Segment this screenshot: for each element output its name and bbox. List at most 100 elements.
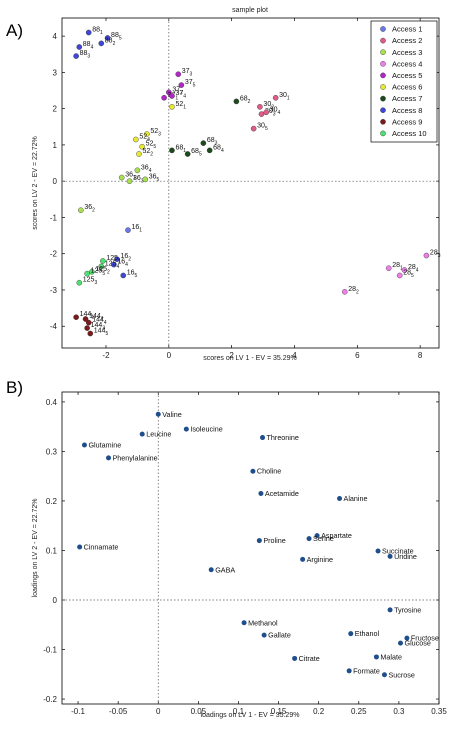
loading-point-label: Valine: [162, 410, 181, 419]
y-tick-label: 0.2: [46, 497, 58, 506]
loading-point-label: Leucine: [146, 430, 171, 439]
score-point-label: 162: [120, 253, 131, 263]
score-point-label: 303: [265, 108, 276, 118]
score-point: [98, 40, 105, 47]
loading-point-label: Acetamide: [265, 489, 299, 498]
loading-point-label: Fructose: [411, 634, 439, 643]
score-point-label: 305: [257, 123, 268, 133]
score-point: [423, 252, 430, 259]
y-tick-label: 0.4: [46, 398, 58, 407]
score-point: [166, 89, 172, 96]
loading-point: [337, 495, 343, 501]
score-point: [125, 227, 131, 233]
score-point-label: 301: [279, 92, 290, 102]
chart-b-points: Valine Isoleucine Leucine Threonine Glutamin…: [77, 410, 439, 679]
y-tick-label: 0: [53, 177, 58, 186]
score-point: [139, 143, 145, 150]
loading-point-label: Succinate: [382, 546, 414, 555]
score-point-label: 1251: [106, 255, 121, 265]
loading-point-label: GABA: [215, 565, 235, 574]
y-tick-label: -0.2: [43, 695, 57, 704]
x-tick-label: 8: [418, 351, 423, 360]
x-tick-label: 0.35: [431, 707, 447, 716]
score-point-label: 363: [133, 175, 144, 185]
legend-marker: [380, 37, 386, 44]
score-point: [111, 261, 117, 268]
score-point-label: 372: [172, 86, 183, 96]
score-point-label: 374: [175, 90, 186, 100]
chart-a-reference-lines: [62, 18, 439, 348]
score-point: [233, 98, 240, 105]
score-point-label: 284: [408, 264, 419, 274]
chart-a-xlabel: scores on LV 1 - EV = 35.29%: [203, 355, 296, 362]
loading-point: [258, 491, 264, 497]
score-point: [114, 256, 120, 262]
score-point: [396, 272, 403, 279]
score-point-label: 281: [392, 262, 403, 272]
loading-point: [256, 538, 262, 544]
score-point-label: 285: [403, 269, 414, 279]
score-point-label: 681: [175, 144, 186, 154]
loading-point: [106, 455, 112, 461]
score-point-label: 302: [263, 101, 274, 111]
score-point-label: 165: [127, 269, 138, 279]
score-point: [272, 94, 279, 101]
score-point: [87, 330, 94, 337]
legend-entry: Access 1: [392, 25, 422, 34]
score-point-label: 1444: [92, 317, 107, 327]
loading-point-label: Glucose: [404, 639, 430, 648]
legend-entry: Access 2: [392, 36, 422, 45]
loading-point-label: Phenylalanine: [113, 453, 158, 462]
y-tick-label: -1: [50, 213, 58, 222]
score-point: [100, 258, 106, 264]
legend-marker: [380, 61, 386, 67]
loading-point: [81, 442, 87, 448]
legend-entry: Access 7: [392, 94, 422, 103]
score-point-label: 882: [105, 37, 116, 47]
loading-point-label: Isoleucine: [190, 425, 222, 434]
x-tick-label: -2: [102, 351, 110, 360]
score-point: [78, 207, 84, 213]
score-point-label: 361: [125, 172, 136, 182]
loading-point-label: Aspartate: [321, 531, 352, 540]
score-point-label: 525: [146, 141, 157, 151]
score-point: [73, 314, 79, 320]
score-point: [263, 109, 270, 116]
loading-point: [314, 533, 320, 539]
loading-point: [373, 654, 379, 660]
loading-point-label: Methanol: [248, 618, 278, 627]
score-point-label: 282: [348, 286, 359, 296]
chart-a-points: 1613013023033043053623613633653642832812…: [73, 27, 441, 337]
y-tick-label: 0.1: [46, 546, 58, 555]
y-tick-label: -0.1: [43, 646, 57, 655]
score-point-label: 684: [213, 144, 224, 154]
score-point: [84, 270, 90, 277]
x-tick-label: 0.25: [351, 707, 367, 716]
loading-point-label: Citrate: [299, 654, 320, 663]
loading-point-label: Gallate: [268, 631, 291, 640]
x-tick-label: 0: [156, 707, 161, 716]
loading-point: [346, 668, 352, 674]
score-point: [144, 131, 150, 137]
score-point-label: 364: [141, 164, 152, 174]
x-tick-label: 4: [292, 351, 297, 360]
x-tick-label: 0.05: [191, 707, 207, 716]
panel-b-label: B): [6, 378, 23, 397]
score-point: [175, 71, 182, 78]
score-point: [341, 288, 348, 295]
legend-marker: [380, 95, 386, 102]
score-point: [85, 29, 92, 36]
loading-point: [155, 411, 161, 417]
score-point-label: 365: [149, 173, 160, 183]
score-point-label: 1442: [89, 313, 104, 323]
y-tick-label: 0: [53, 596, 58, 605]
loading-point: [397, 640, 403, 646]
legend-marker: [380, 72, 386, 79]
loading-point: [208, 567, 214, 573]
legend-marker: [380, 119, 386, 125]
loading-point: [387, 607, 393, 613]
loading-point: [250, 468, 256, 474]
legend-marker: [380, 26, 386, 32]
loading-point: [241, 620, 247, 626]
loading-point-label: Formate: [353, 666, 380, 675]
